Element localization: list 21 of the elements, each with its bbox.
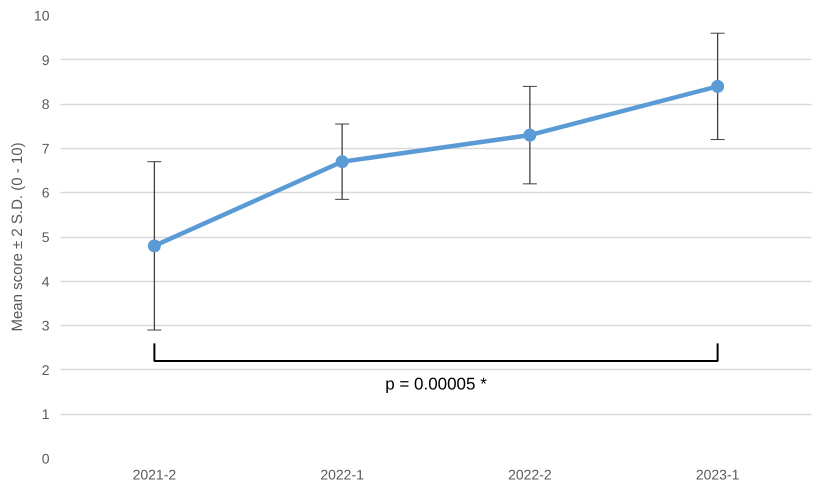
x-tick-label: 2021-2 xyxy=(132,466,176,482)
y-axis-title: Mean score ± 2 S.D. (0 - 10) xyxy=(8,142,26,332)
x-tick-label: 2023-1 xyxy=(696,466,740,482)
x-tick-label: 2022-1 xyxy=(320,466,364,482)
y-tick-label: 0 xyxy=(42,450,50,466)
x-tick-label: 2022-2 xyxy=(508,466,552,482)
point xyxy=(148,239,161,252)
point xyxy=(336,155,349,168)
annotation: p = 0.00005 * xyxy=(385,374,488,394)
point xyxy=(523,128,536,142)
y-tick-label: 7 xyxy=(42,140,50,156)
y-tick-label: 9 xyxy=(42,52,50,68)
y-tick-label: 6 xyxy=(42,184,50,201)
y-tick-label: 3 xyxy=(42,318,50,334)
y-tick-label: 1 xyxy=(42,406,50,422)
y-tick-label: 5 xyxy=(42,229,50,245)
point xyxy=(711,80,724,93)
y-tick-label: 2 xyxy=(42,362,50,378)
y-tick-label: 8 xyxy=(42,96,50,112)
y-tick-label: 4 xyxy=(42,273,50,290)
y-tick-label: 10 xyxy=(34,8,50,24)
